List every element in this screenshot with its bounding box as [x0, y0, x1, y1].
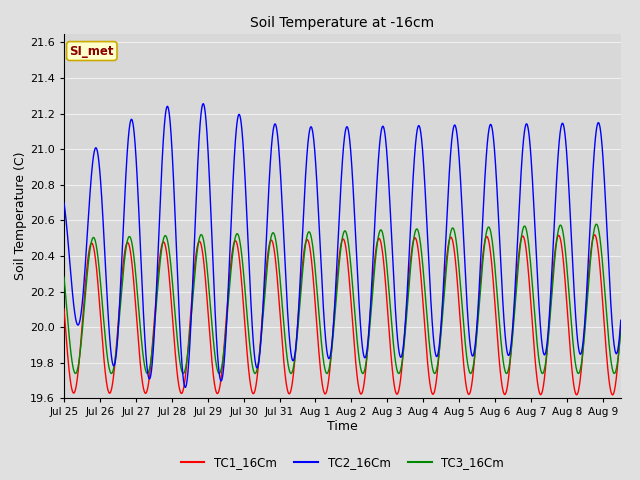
TC3_16Cm — [72, 371, 79, 376]
TC1_16Cm — [546, 310, 554, 315]
TC3_16Cm — [124, 237, 132, 242]
TC1_16Cm — [298, 270, 305, 276]
TC3_16Cm — [157, 254, 164, 260]
Title: Soil Temperature at -16cm: Soil Temperature at -16cm — [250, 16, 435, 30]
Line: TC2_16Cm: TC2_16Cm — [64, 104, 621, 387]
TC3_16Cm — [60, 274, 68, 280]
Line: TC3_16Cm: TC3_16Cm — [64, 224, 621, 373]
TC1_16Cm — [124, 240, 131, 245]
TC2_16Cm — [181, 384, 189, 390]
TC1_16Cm — [60, 306, 68, 312]
TC2_16Cm — [124, 146, 131, 152]
TC3_16Cm — [274, 252, 282, 257]
TC2_16Cm — [617, 317, 625, 323]
TC2_16Cm — [547, 298, 554, 304]
Y-axis label: Soil Temperature (C): Soil Temperature (C) — [14, 152, 28, 280]
TC1_16Cm — [274, 278, 282, 284]
TC2_16Cm — [200, 101, 207, 107]
TC2_16Cm — [274, 135, 282, 141]
TC3_16Cm — [546, 314, 554, 320]
Legend: TC1_16Cm, TC2_16Cm, TC3_16Cm: TC1_16Cm, TC2_16Cm, TC3_16Cm — [176, 452, 509, 474]
TC1_16Cm — [157, 249, 164, 255]
X-axis label: Time: Time — [327, 420, 358, 433]
TC2_16Cm — [157, 191, 164, 197]
TC3_16Cm — [606, 352, 614, 358]
Line: TC1_16Cm: TC1_16Cm — [64, 235, 621, 395]
Text: SI_met: SI_met — [70, 45, 114, 58]
TC1_16Cm — [606, 384, 614, 390]
TC2_16Cm — [60, 200, 68, 206]
TC1_16Cm — [591, 232, 598, 238]
TC3_16Cm — [298, 277, 306, 283]
TC2_16Cm — [298, 240, 306, 246]
TC1_16Cm — [609, 392, 616, 398]
TC1_16Cm — [617, 322, 625, 327]
TC3_16Cm — [593, 221, 600, 227]
TC3_16Cm — [617, 327, 625, 333]
TC2_16Cm — [606, 290, 614, 296]
